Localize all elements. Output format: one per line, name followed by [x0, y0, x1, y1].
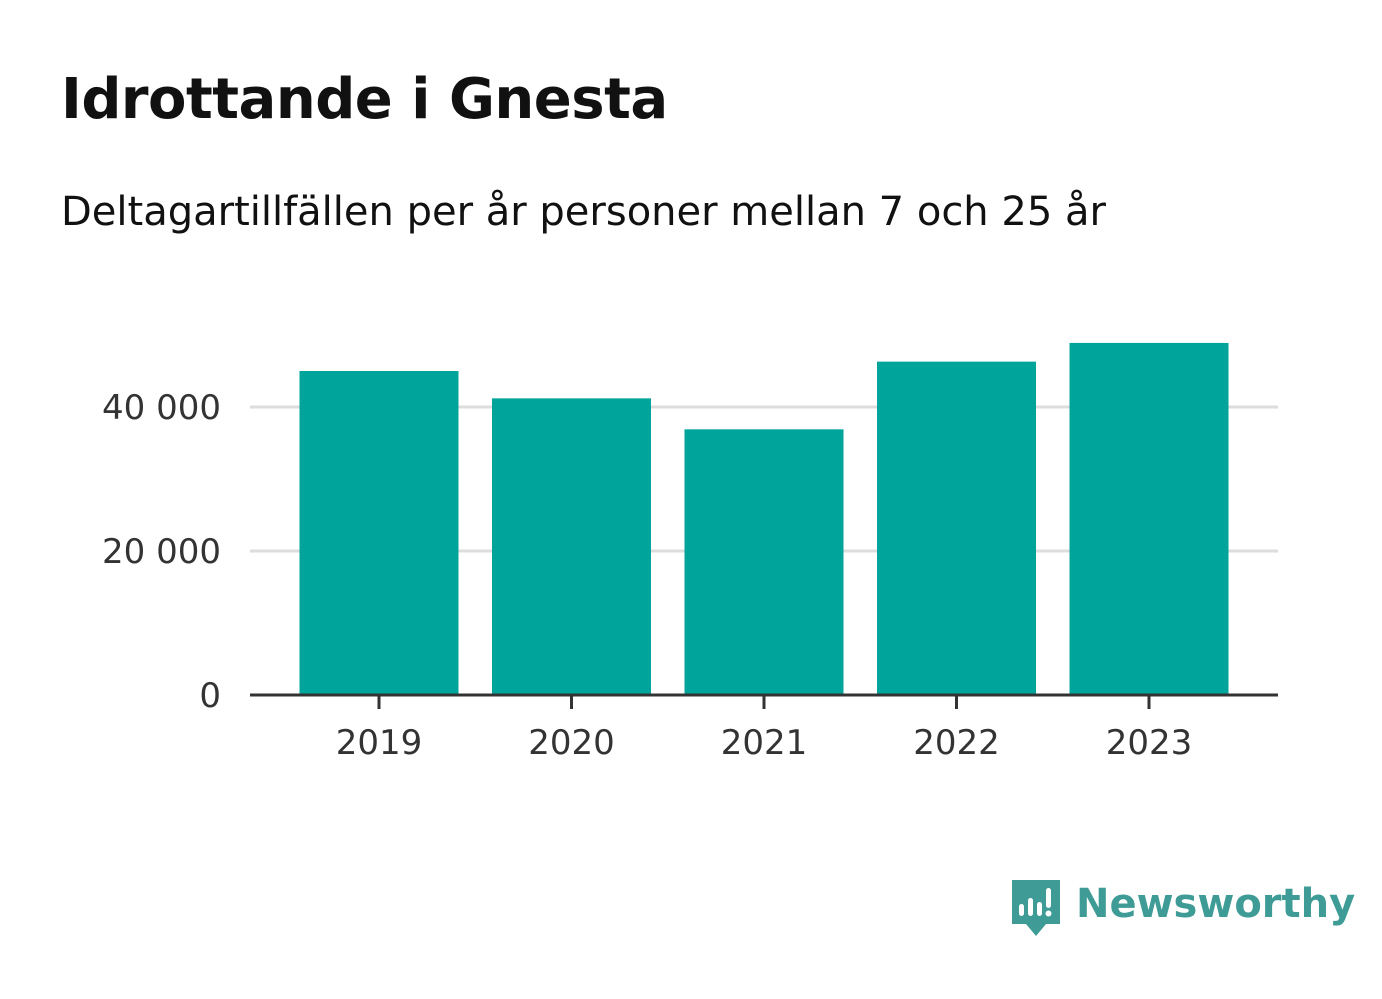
newsworthy-logo-icon	[1012, 880, 1060, 936]
x-tick-label: 2019	[336, 723, 423, 763]
chart-title: Idrottande i Gnesta	[61, 67, 668, 132]
bar-2021	[684, 429, 844, 695]
bars	[299, 342, 1229, 695]
x-axis-labels: 2019 2020 2021 2022 2023	[336, 723, 1193, 763]
bar-2019	[299, 371, 459, 695]
brand-name: Newsworthy	[1076, 881, 1356, 927]
y-tick-label: 0	[199, 676, 221, 716]
y-tick-label: 20 000	[102, 532, 221, 572]
brand-logo: Newsworthy	[1010, 878, 1355, 940]
bar-2020	[492, 398, 651, 695]
y-axis-labels: 0 20 000 40 000	[102, 388, 221, 716]
bar-2023	[1069, 342, 1229, 695]
chart-subtitle: Deltagartillfällen per år personer mella…	[61, 189, 1106, 235]
x-tick-label: 2020	[528, 723, 615, 763]
y-tick-label: 40 000	[102, 388, 221, 428]
x-tick-label: 2023	[1106, 723, 1193, 763]
x-tick-label: 2022	[913, 723, 1000, 763]
bar-2022	[877, 361, 1036, 695]
x-axis	[250, 693, 1278, 709]
x-tick-label: 2021	[721, 723, 808, 763]
